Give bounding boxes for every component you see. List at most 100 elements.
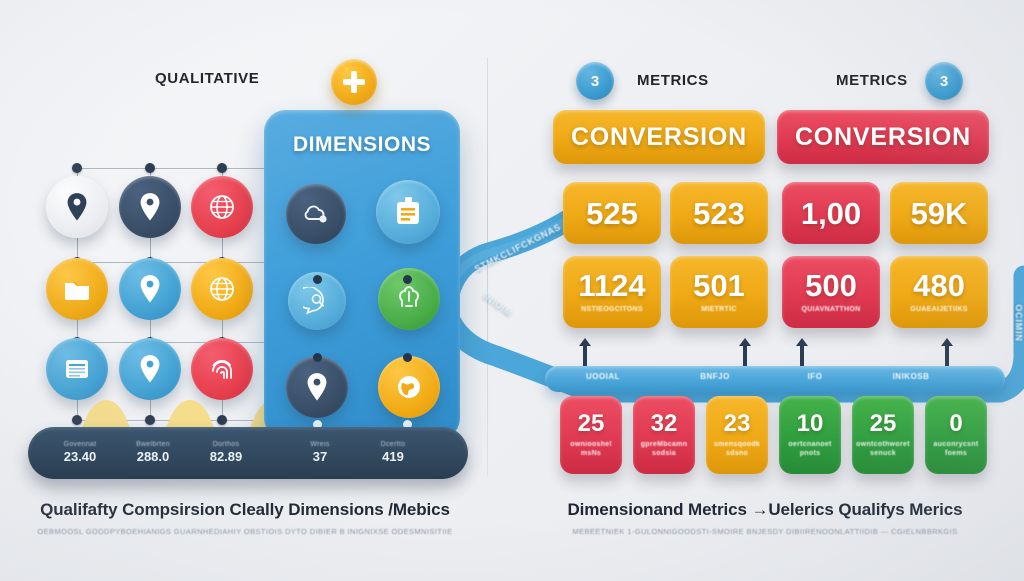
stat-item: Dorthos 82.89 — [186, 441, 266, 464]
metric-value: 32 — [650, 409, 678, 437]
arrow-up-icon — [579, 338, 591, 366]
icon-globe-2[interactable] — [191, 258, 253, 320]
metric-sublabel: QUIAVNATTHON — [801, 305, 861, 313]
metric-tile-r3-5[interactable]: 25 owntcothworet senuck — [852, 396, 914, 474]
banner-conversion-amber[interactable]: CONVERSION — [553, 110, 765, 164]
qualitative-header: QUALITATIVE — [155, 70, 260, 87]
metric-value: 25 — [577, 409, 605, 437]
metric-tile-r3-4[interactable]: 10 oertcnanoet pnots — [779, 396, 841, 474]
stat-value: 288.0 — [136, 449, 170, 464]
summary-stat-bar: Govennat 23.40 Bwelbrten 288.0 Dorthos 8… — [28, 427, 468, 479]
caption-left-subtitle: OEBMOOSL GODDPYBOEHIANIGS GUARNHEDIAHIY … — [37, 527, 453, 536]
icon-fingerprint-1[interactable] — [191, 338, 253, 400]
icon-document-list-1[interactable] — [46, 338, 108, 400]
panel-node — [313, 353, 322, 362]
panel-node — [313, 420, 322, 429]
caption-right: Dimensionand Metrics →Uelerics Qualifys … — [520, 500, 1010, 536]
rail-label-1: UOOIAL — [585, 372, 621, 381]
grid-node — [145, 163, 155, 173]
metric-sublabel: auconrycsnt foems — [933, 440, 979, 457]
metric-value: 23 — [723, 409, 751, 437]
badge-count-left: 3 — [576, 62, 614, 100]
arrow-up-icon — [941, 338, 953, 366]
icon-folder-1[interactable] — [46, 258, 108, 320]
metric-value: 525 — [586, 195, 638, 231]
metric-sublabel: smensqoodk sdsno — [713, 440, 761, 457]
icon-location-pin-3[interactable] — [119, 258, 181, 320]
plus-icon[interactable] — [331, 59, 377, 105]
dimensions-panel[interactable]: DIMENSIONS — [264, 110, 460, 440]
rail-label-3: IFO — [807, 372, 823, 381]
metric-value: 523 — [693, 195, 745, 231]
stat-item: Wreis 37 — [280, 441, 360, 464]
stat-value: 37 — [312, 449, 328, 464]
metric-tile-r1-1[interactable]: 525 — [563, 182, 661, 244]
banner-conversion-red[interactable]: CONVERSION — [777, 110, 989, 164]
metric-tile-r1-3[interactable]: 1,00 — [782, 182, 880, 244]
icon-location-pin-4[interactable] — [119, 338, 181, 400]
metric-value: 501 — [693, 267, 745, 303]
caption-left: Qualifafty Compsirsion Cleally Dimension… — [0, 500, 490, 536]
metric-value: 1124 — [578, 267, 646, 303]
metric-tile-r2-3[interactable]: 500 QUIAVNATTHON — [782, 256, 880, 328]
stat-label: Govennat — [63, 441, 97, 448]
metric-tile-r2-4[interactable]: 480 GUAEAIJETIIKS — [890, 256, 988, 328]
metric-sublabel: NSTIEOGCITONS — [581, 305, 643, 313]
dimensions-title: DIMENSIONS — [292, 133, 431, 156]
rail-label-2: BNFJO — [700, 372, 730, 381]
panel-node — [403, 353, 412, 362]
rail-label-4: INIKOSB — [892, 372, 930, 381]
arrow-up-icon — [739, 338, 751, 366]
grid-node — [217, 163, 227, 173]
metric-sublabel: owniooshel msNs — [570, 440, 612, 457]
metric-tile-r1-2[interactable]: 523 — [670, 182, 768, 244]
metric-tile-r3-1[interactable]: 25 owniooshel msNs — [560, 396, 622, 474]
metric-sublabel: GUAEAIJETIIKS — [910, 305, 968, 313]
metric-tile-r3-3[interactable]: 23 smensqoodk sdsno — [706, 396, 768, 474]
metric-value: 59K — [910, 195, 968, 231]
panel-node — [403, 420, 412, 429]
panel-node — [403, 275, 412, 284]
stat-item: Bwelbrten 288.0 — [113, 441, 193, 464]
arrow-up-icon — [796, 338, 808, 366]
icon-location-pin-2[interactable] — [119, 176, 181, 238]
icon-cloud-1[interactable] — [286, 184, 346, 244]
metric-tile-r1-4[interactable]: 59K — [890, 182, 988, 244]
metric-value: 0 — [949, 409, 963, 437]
caption-right-title: Dimensionand Metrics →Uelerics Qualifys … — [567, 500, 963, 519]
badge-count-right: 3 — [925, 62, 963, 100]
icon-location-pin-1[interactable] — [46, 176, 108, 238]
metric-value: 10 — [796, 409, 824, 437]
timeline-rail — [545, 366, 1005, 392]
stat-label: Wreis — [310, 441, 330, 448]
section-divider — [487, 58, 488, 476]
stat-label: Dcertto — [380, 441, 406, 448]
icon-globe-1[interactable] — [191, 176, 253, 238]
icon-globe-3[interactable] — [378, 356, 440, 418]
grid-node — [72, 415, 82, 425]
ribbon-label-3: OCIMIN — [1013, 304, 1024, 342]
caption-left-title: Qualifafty Compsirsion Cleally Dimension… — [40, 500, 450, 519]
stat-value: 82.89 — [209, 449, 243, 464]
metric-tile-r3-6[interactable]: 0 auconrycsnt foems — [925, 396, 987, 474]
metric-value: 480 — [913, 267, 965, 303]
metric-value: 1,00 — [800, 195, 862, 231]
metric-sublabel: oertcnanoet pnots — [788, 440, 832, 457]
grid-node — [145, 415, 155, 425]
stat-value: 23.40 — [63, 449, 97, 464]
icon-document-2[interactable] — [376, 180, 440, 244]
stat-label: Bwelbrten — [136, 441, 170, 448]
metric-tile-r3-2[interactable]: 32 gpreMbcamn sodsia — [633, 396, 695, 474]
metric-tile-r2-2[interactable]: 501 MIETRTIC — [670, 256, 768, 328]
icon-location-pin-5[interactable] — [286, 356, 348, 418]
caption-right-subtitle: MEBEETNIEK 1-GULONNIGOODSTI-SMOIRE BNJES… — [572, 527, 958, 536]
grid-node — [217, 415, 227, 425]
metric-value: 500 — [805, 267, 857, 303]
metrics-header-left: METRICS — [637, 72, 709, 89]
metric-value: 25 — [869, 409, 897, 437]
panel-node — [313, 275, 322, 284]
stat-value: 419 — [382, 449, 404, 464]
metric-tile-r2-1[interactable]: 1124 NSTIEOGCITONS — [563, 256, 661, 328]
stat-label: Dorthos — [212, 441, 240, 448]
metric-sublabel: owntcothworet senuck — [856, 440, 910, 457]
